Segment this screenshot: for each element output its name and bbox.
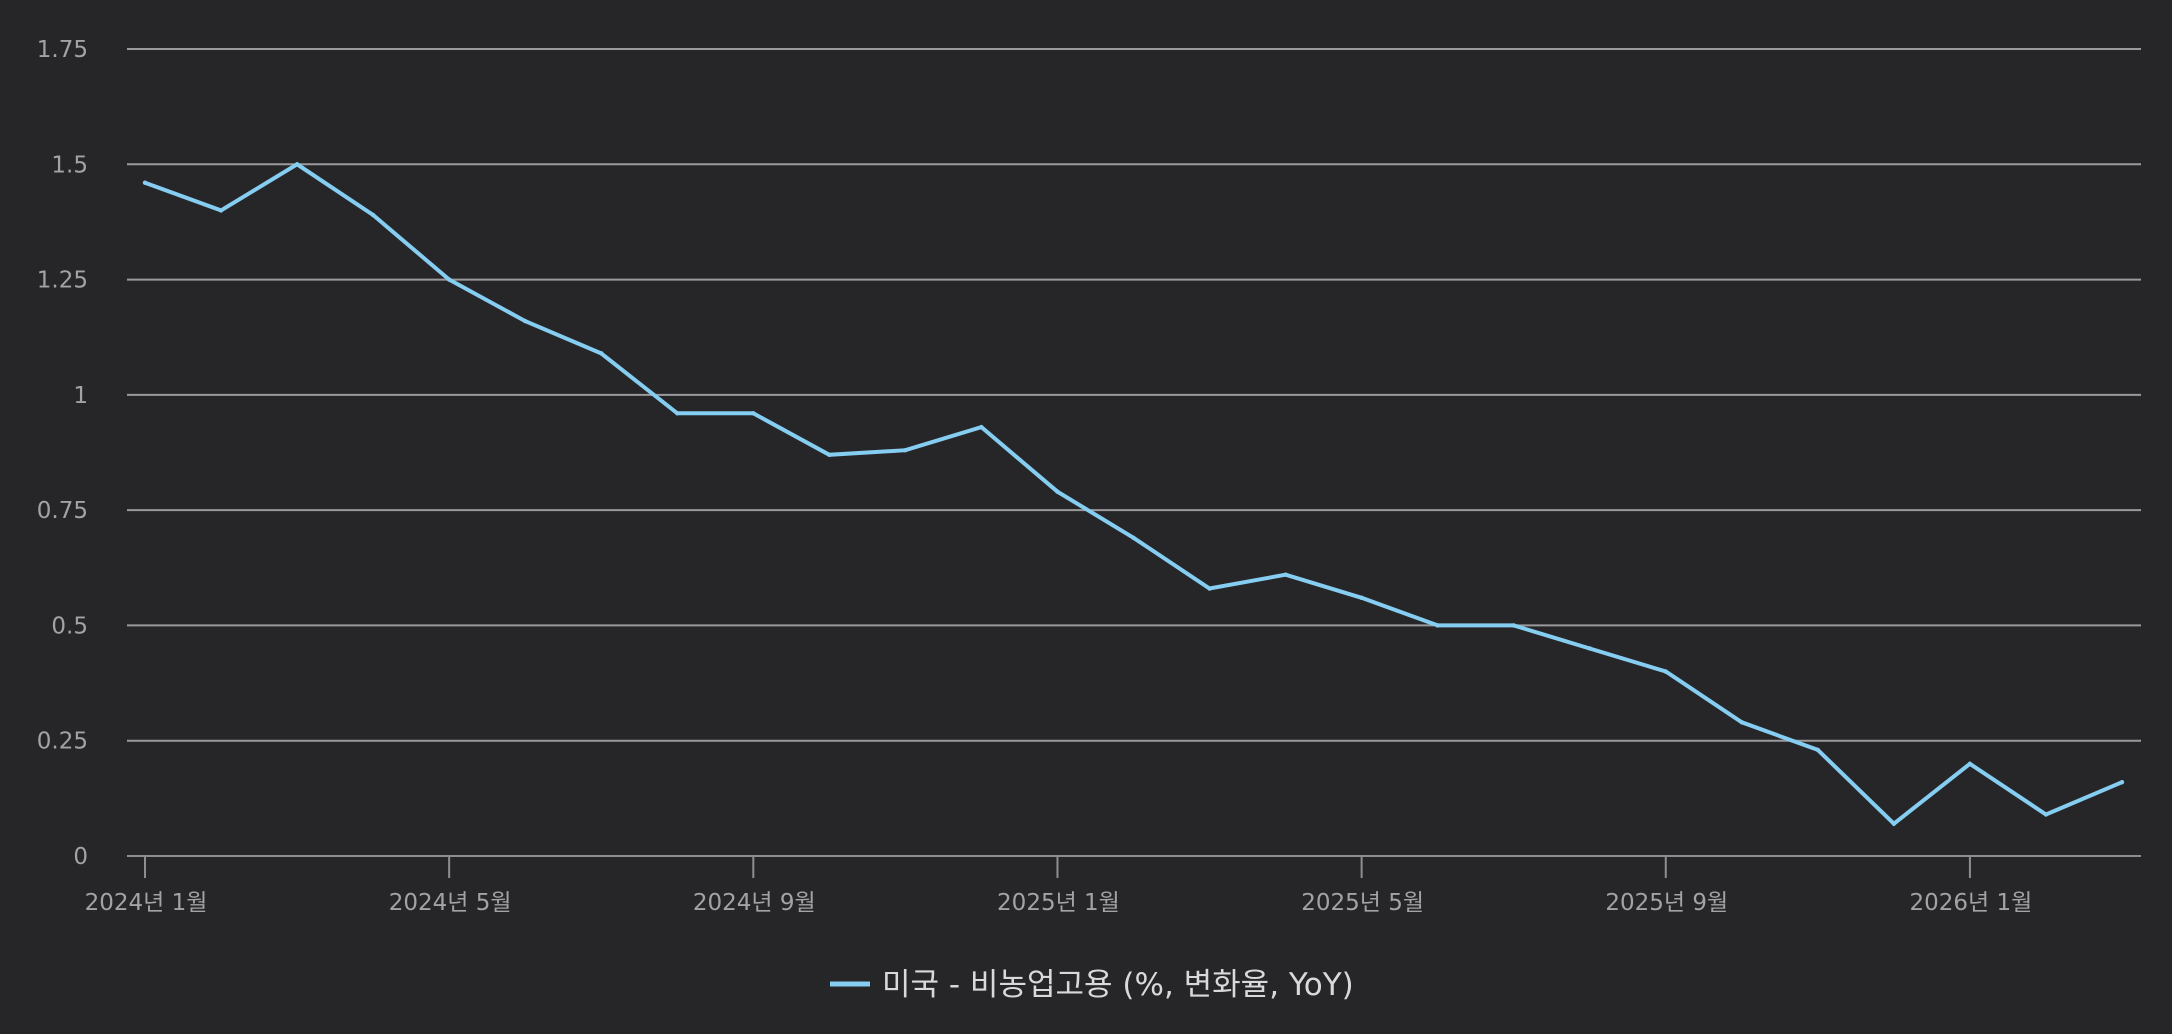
- data-point: [2043, 812, 2049, 817]
- y-tick-label: 0.5: [51, 613, 88, 639]
- x-tick-label: 2024년 1월: [85, 890, 208, 916]
- y-tick-label: 0.75: [37, 498, 88, 524]
- data-point: [827, 452, 832, 458]
- data-point: [522, 318, 528, 324]
- x-axis-ticks: 2024년 1월 2024년 5월 2024년 9월 2025년 1월 2025년 5월…: [85, 856, 2033, 916]
- data-point: [1283, 572, 1288, 577]
- data-point: [1967, 761, 1973, 766]
- gridlines: [127, 48, 2141, 742]
- data-point: [1891, 821, 1897, 826]
- data-point: [599, 351, 604, 356]
- data-point: [218, 208, 224, 213]
- x-tick-label: 2025년 1월: [997, 890, 1120, 916]
- data-point: [294, 162, 300, 167]
- x-tick-label: 2026년 1월: [1910, 890, 2033, 916]
- y-tick-label: 1.75: [37, 37, 88, 63]
- series-layer: [142, 161, 2125, 827]
- data-point: [1587, 646, 1592, 651]
- y-tick-label: 1: [73, 383, 88, 409]
- data-point: [979, 424, 984, 430]
- y-axis-ticks: 0 0.25 0.5 0.75 1 1.25 1.5 1.75: [37, 37, 88, 870]
- x-tick-label: 2025년 5월: [1301, 890, 1424, 916]
- y-tick-label: 1.25: [37, 268, 88, 294]
- y-tick-label: 1.5: [51, 152, 88, 178]
- data-point: [142, 180, 148, 185]
- data-point: [903, 447, 908, 453]
- data-point: [1055, 489, 1060, 494]
- data-point: [675, 411, 680, 416]
- legend[interactable]: 미국 - 비농업고용 (%, 변화율, YoY): [830, 967, 1354, 1003]
- y-tick-label: 0: [73, 844, 88, 870]
- x-tick-label: 2024년 5월: [389, 890, 512, 916]
- data-point: [446, 277, 452, 282]
- y-tick-label: 0.25: [37, 729, 88, 755]
- data-point: [1359, 595, 1364, 600]
- data-point: [1511, 623, 1516, 628]
- series-line: [144, 161, 2123, 827]
- data-point: [1815, 747, 1821, 753]
- legend-label: 미국 - 비농업고용 (%, 변화율, YoY): [882, 967, 1354, 1003]
- data-point: [1207, 586, 1212, 591]
- data-point: [1435, 623, 1440, 628]
- x-tick-label: 2025년 9월: [1605, 890, 1728, 916]
- data-point: [2119, 780, 2125, 785]
- data-point: [1739, 720, 1745, 725]
- data-point: [751, 411, 756, 416]
- x-tick-label: 2024년 9월: [693, 890, 816, 916]
- data-point: [1663, 669, 1668, 674]
- data-point: [1131, 535, 1136, 541]
- data-point: [370, 212, 376, 218]
